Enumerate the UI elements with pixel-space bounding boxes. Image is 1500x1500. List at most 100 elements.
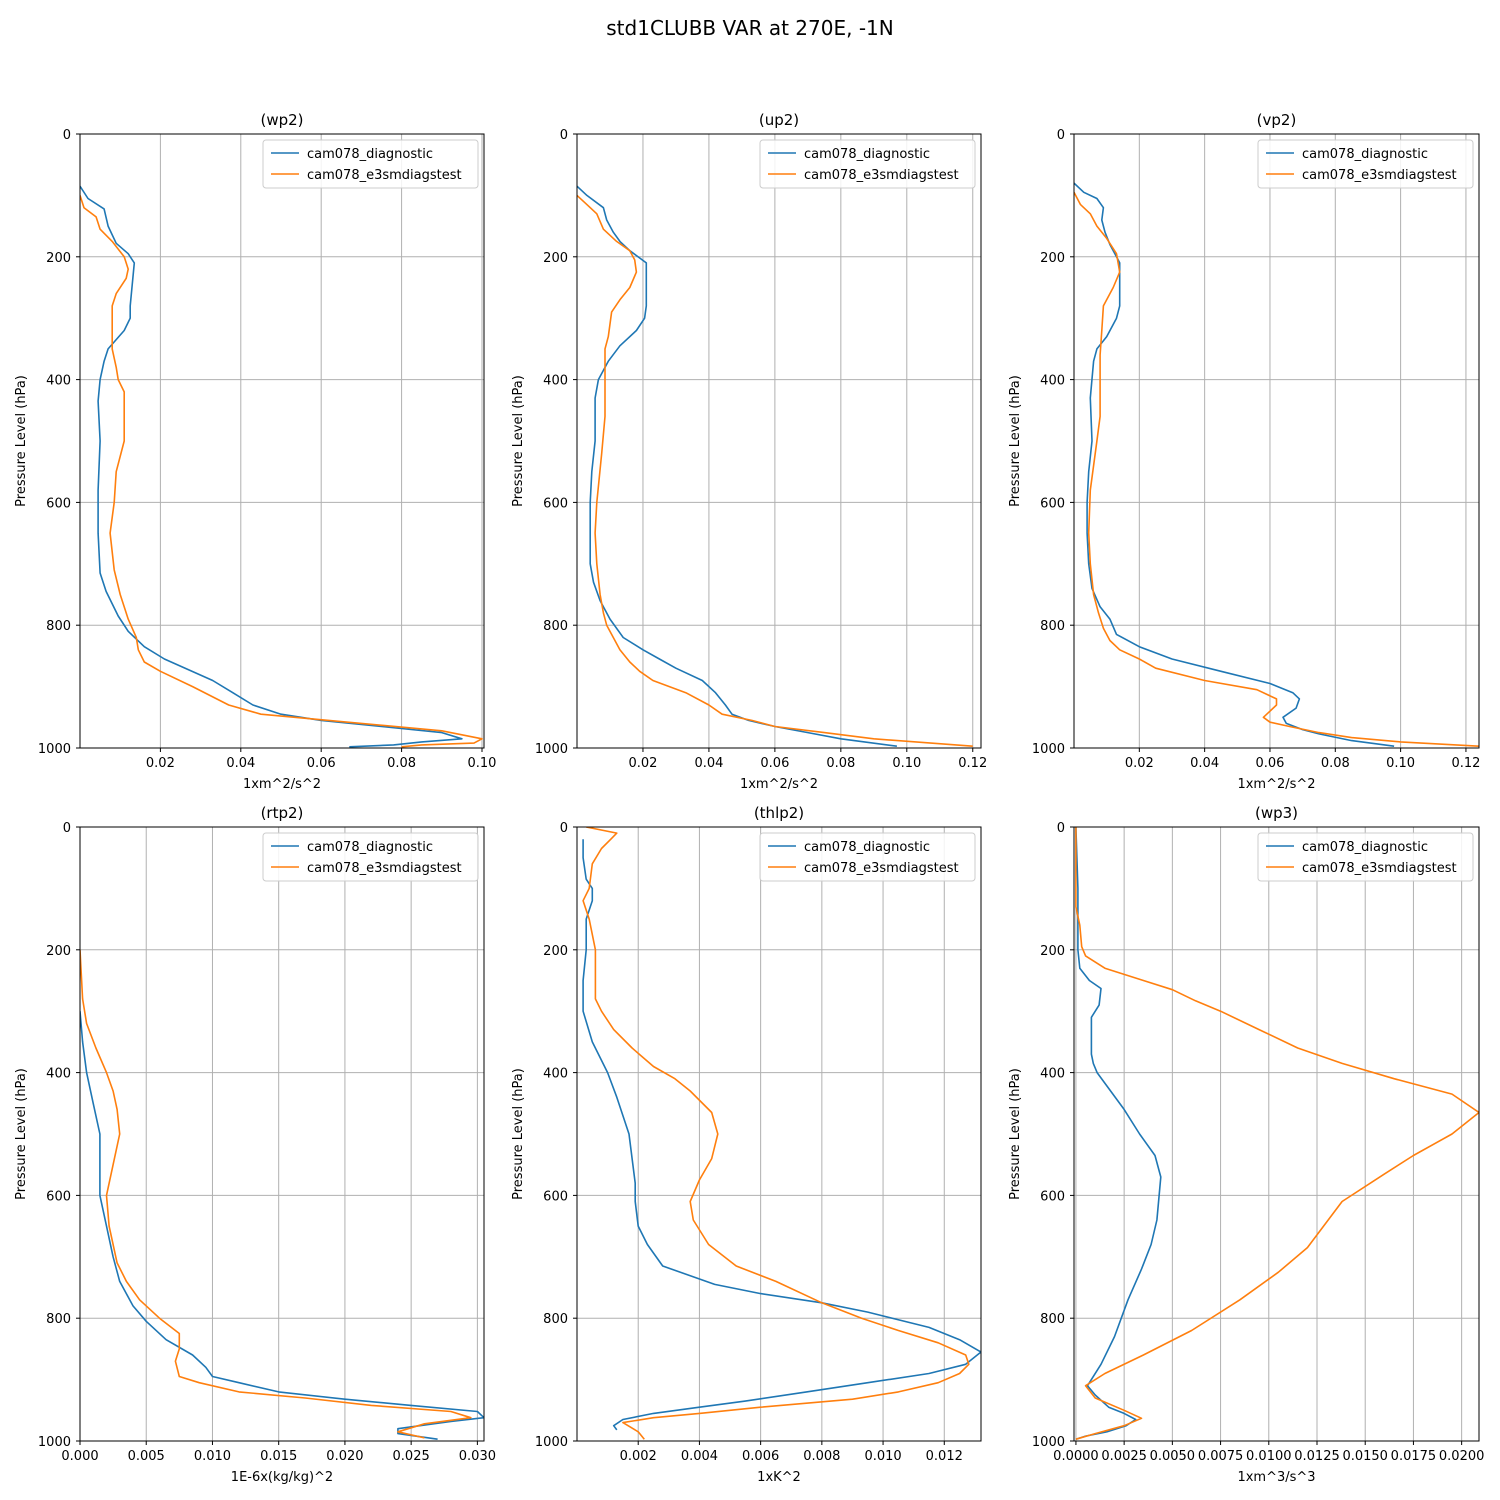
legend-frame: [262, 832, 479, 882]
y-tick-label: 200: [1040, 251, 1065, 266]
x-tick-label: 0.10: [892, 756, 921, 771]
subplot-title: (wp3): [1255, 804, 1298, 822]
subplot-rtp2: 0.000 0.005 0.010 0.015 0.020 0.025 0.030 0 200 4…: [14, 804, 496, 1485]
y-tick-label: 600: [1040, 496, 1065, 511]
x-tick-label: 0.012: [926, 1449, 963, 1464]
y-axis-label: Pressure Level (hPa): [511, 375, 526, 507]
y-tick-label: 0: [560, 821, 568, 836]
y-tick-label: 400: [1040, 374, 1065, 389]
series-line-cam078_e3smdiagstest: [80, 949, 472, 1439]
subplot-wp3: 0.0000 0.0025 0.0050 0.0075 0.0100 0.0125 0.01…: [1008, 804, 1484, 1485]
legend: cam078_diagnostic cam078_e3smdiagstest: [262, 832, 479, 882]
x-tick-label: 0.12: [1451, 756, 1480, 771]
x-tick-label: 0.005: [128, 1449, 165, 1464]
y-tick-label: 600: [1040, 1189, 1065, 1204]
y-tick-label: 200: [46, 251, 71, 266]
x-tick-label: 0.08: [1321, 756, 1350, 771]
legend-frame: [262, 139, 479, 189]
x-tick-label: 0.002: [620, 1449, 657, 1464]
legend: cam078_diagnostic cam078_e3smdiagstest: [1257, 832, 1474, 882]
legend-frame: [759, 832, 976, 882]
x-axis-label: 1xm^2/s^2: [1237, 777, 1315, 792]
x-tick-label: 0.04: [694, 756, 723, 771]
x-tick-label: 0.004: [681, 1449, 718, 1464]
y-tick-label: 200: [1040, 944, 1065, 959]
y-tick-label: 1000: [535, 1435, 568, 1450]
x-tick-label: 0.0200: [1439, 1449, 1485, 1464]
y-tick-label: 600: [46, 496, 71, 511]
legend: cam078_diagnostic cam078_e3smdiagstest: [262, 139, 479, 189]
series-line-cam078_diagnostic: [80, 1011, 484, 1440]
x-axis-label: 1xK^2: [757, 1470, 801, 1485]
x-axis-label: 1E-6x(kg/kg)^2: [231, 1470, 333, 1485]
legend-label: cam078_diagnostic: [307, 147, 433, 162]
axes-frame: [1073, 826, 1480, 1442]
x-tick-label: 0.0075: [1198, 1449, 1244, 1464]
legend-label: cam078_diagnostic: [1302, 840, 1428, 855]
y-tick-label: 800: [543, 1312, 568, 1327]
legend-label: cam078_e3smdiagstest: [307, 168, 462, 183]
legend-frame: [1257, 832, 1474, 882]
y-tick-label: 0: [63, 821, 71, 836]
y-tick-label: 400: [1040, 1067, 1065, 1082]
legend-label: cam078_diagnostic: [804, 147, 930, 162]
series-line-cam078_e3smdiagstest: [577, 194, 973, 747]
y-tick-label: 800: [46, 1312, 71, 1327]
figure-title: std1CLUBB VAR at 270E, -1N: [606, 16, 894, 40]
subplot-up2: 0.02 0.04 0.06 0.08 0.10 0.12 0 200 400 600 800 100…: [511, 111, 987, 792]
x-tick-label: 0.008: [803, 1449, 840, 1464]
y-tick-label: 600: [46, 1189, 71, 1204]
x-tick-label: 0.0100: [1246, 1449, 1292, 1464]
legend: cam078_diagnostic cam078_e3smdiagstest: [1257, 139, 1474, 189]
series-line-cam078_diagnostic: [1074, 182, 1395, 747]
y-axis-label: Pressure Level (hPa): [1008, 375, 1023, 507]
series-line-cam078_diagnostic: [582, 839, 981, 1431]
subplot-vp2: 0.02 0.04 0.06 0.08 0.10 0.12 0 200 400 600 800 100…: [1008, 111, 1480, 792]
y-tick-label: 400: [543, 374, 568, 389]
y-tick-label: 600: [543, 496, 568, 511]
y-tick-label: 0: [560, 128, 568, 143]
legend-label: cam078_e3smdiagstest: [804, 861, 959, 876]
legend-label: cam078_e3smdiagstest: [307, 861, 462, 876]
x-axis-label: 1xm^2/s^2: [740, 777, 818, 792]
x-tick-label: 0.015: [260, 1449, 297, 1464]
legend-label: cam078_e3smdiagstest: [1302, 168, 1457, 183]
series-line-cam078_e3smdiagstest: [80, 195, 483, 748]
x-tick-label: 0.08: [826, 756, 855, 771]
legend-label: cam078_diagnostic: [1302, 147, 1428, 162]
series-line-cam078_diagnostic: [1075, 827, 1162, 1440]
y-tick-label: 400: [543, 1067, 568, 1082]
x-tick-label: 0.010: [194, 1449, 231, 1464]
y-tick-label: 800: [1040, 1312, 1065, 1327]
series-line-cam078_e3smdiagstest: [582, 827, 970, 1440]
x-tick-label: 0.0050: [1150, 1449, 1196, 1464]
series-line-cam078_e3smdiagstest: [1075, 827, 1479, 1440]
y-tick-label: 200: [543, 251, 568, 266]
x-tick-label: 0.020: [326, 1449, 363, 1464]
x-tick-label: 0.0125: [1294, 1449, 1340, 1464]
y-tick-label: 1000: [1032, 1435, 1065, 1450]
x-axis-label: 1xm^3/s^3: [1237, 1470, 1315, 1485]
y-tick-label: 0: [63, 128, 71, 143]
subplot-title: (vp2): [1257, 111, 1297, 129]
y-tick-label: 1000: [1032, 742, 1065, 757]
y-tick-label: 1000: [535, 742, 568, 757]
axes-frame: [79, 133, 485, 749]
x-tick-label: 0.006: [742, 1449, 779, 1464]
subplot-title: (up2): [759, 111, 799, 129]
subplot-title: (thlp2): [754, 804, 804, 822]
y-tick-label: 400: [46, 1067, 71, 1082]
x-tick-label: 0.08: [387, 756, 416, 771]
x-tick-label: 0.06: [760, 756, 789, 771]
legend-frame: [1257, 139, 1474, 189]
y-tick-label: 800: [543, 619, 568, 634]
x-axis-label: 1xm^2/s^2: [243, 777, 321, 792]
y-axis-label: Pressure Level (hPa): [1008, 1068, 1023, 1200]
x-tick-label: 0.025: [393, 1449, 430, 1464]
legend-label: cam078_e3smdiagstest: [804, 168, 959, 183]
y-tick-label: 800: [46, 619, 71, 634]
x-tick-label: 0.0150: [1342, 1449, 1388, 1464]
x-tick-label: 0.02: [628, 756, 657, 771]
subplot-wp2: 0.02 0.04 0.06 0.08 0.10 0 200 400 600 800 1000 (wp…: [14, 111, 496, 792]
